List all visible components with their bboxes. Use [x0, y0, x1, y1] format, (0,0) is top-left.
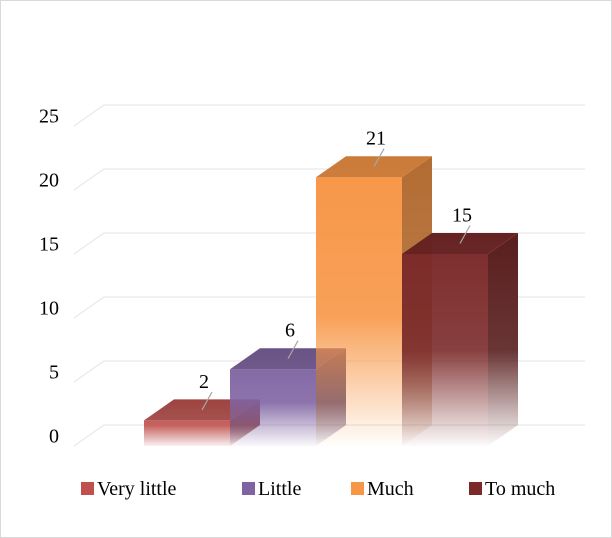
bar-to-much: [402, 233, 518, 446]
bar-side-to-much: [488, 233, 518, 446]
legend-item-to-much: To much: [469, 478, 555, 500]
legend-label-much: Much: [367, 478, 414, 500]
y-axis: 0 5 10 15 20 25: [39, 106, 59, 448]
data-label-to-much: 15: [452, 205, 472, 227]
legend: Very little Little Much To much: [81, 478, 555, 500]
legend-item-much: Much: [351, 478, 414, 500]
y-tick-label: 15: [39, 234, 59, 256]
legend-swatch-very-little: [81, 482, 94, 495]
y-tick-label: 20: [39, 170, 59, 192]
y-tick-label: 10: [39, 298, 59, 320]
data-label-little: 6: [285, 320, 295, 342]
gridline-side: [73, 232, 105, 255]
gridline-side: [73, 104, 105, 127]
data-label-leader-much: [373, 148, 385, 167]
gridline-side: [73, 296, 105, 319]
bar-front-very-little: [144, 420, 230, 446]
data-label-leader-little: [287, 340, 299, 359]
y-tick-label: 5: [49, 362, 59, 384]
y-tick-label: 25: [39, 106, 59, 128]
data-label-very-little: 2: [199, 371, 209, 393]
gridline-side: [73, 424, 105, 447]
legend-swatch-much: [351, 482, 364, 495]
legend-label-little: Little: [258, 478, 301, 500]
data-label-leader-to-much: [459, 225, 471, 244]
bars: [144, 156, 518, 446]
bar-front-much: [316, 177, 402, 446]
legend-swatch-little: [242, 482, 255, 495]
legend-swatch-to-much: [469, 482, 482, 495]
gridline-side: [73, 360, 105, 383]
legend-item-little: Little: [242, 478, 301, 500]
y-tick-label: 0: [49, 426, 59, 448]
bar-front-little: [230, 369, 316, 446]
bar-front-to-much: [402, 254, 488, 446]
gridline-side: [73, 168, 105, 191]
data-label-much: 21: [366, 128, 386, 150]
legend-label-to-much: To much: [485, 478, 555, 500]
data-labels: 2 6 21 15: [199, 128, 472, 411]
legend-item-very-little: Very little: [81, 478, 177, 500]
legend-label-very-little: Very little: [97, 478, 177, 500]
data-label-leader-very-little: [201, 391, 213, 411]
